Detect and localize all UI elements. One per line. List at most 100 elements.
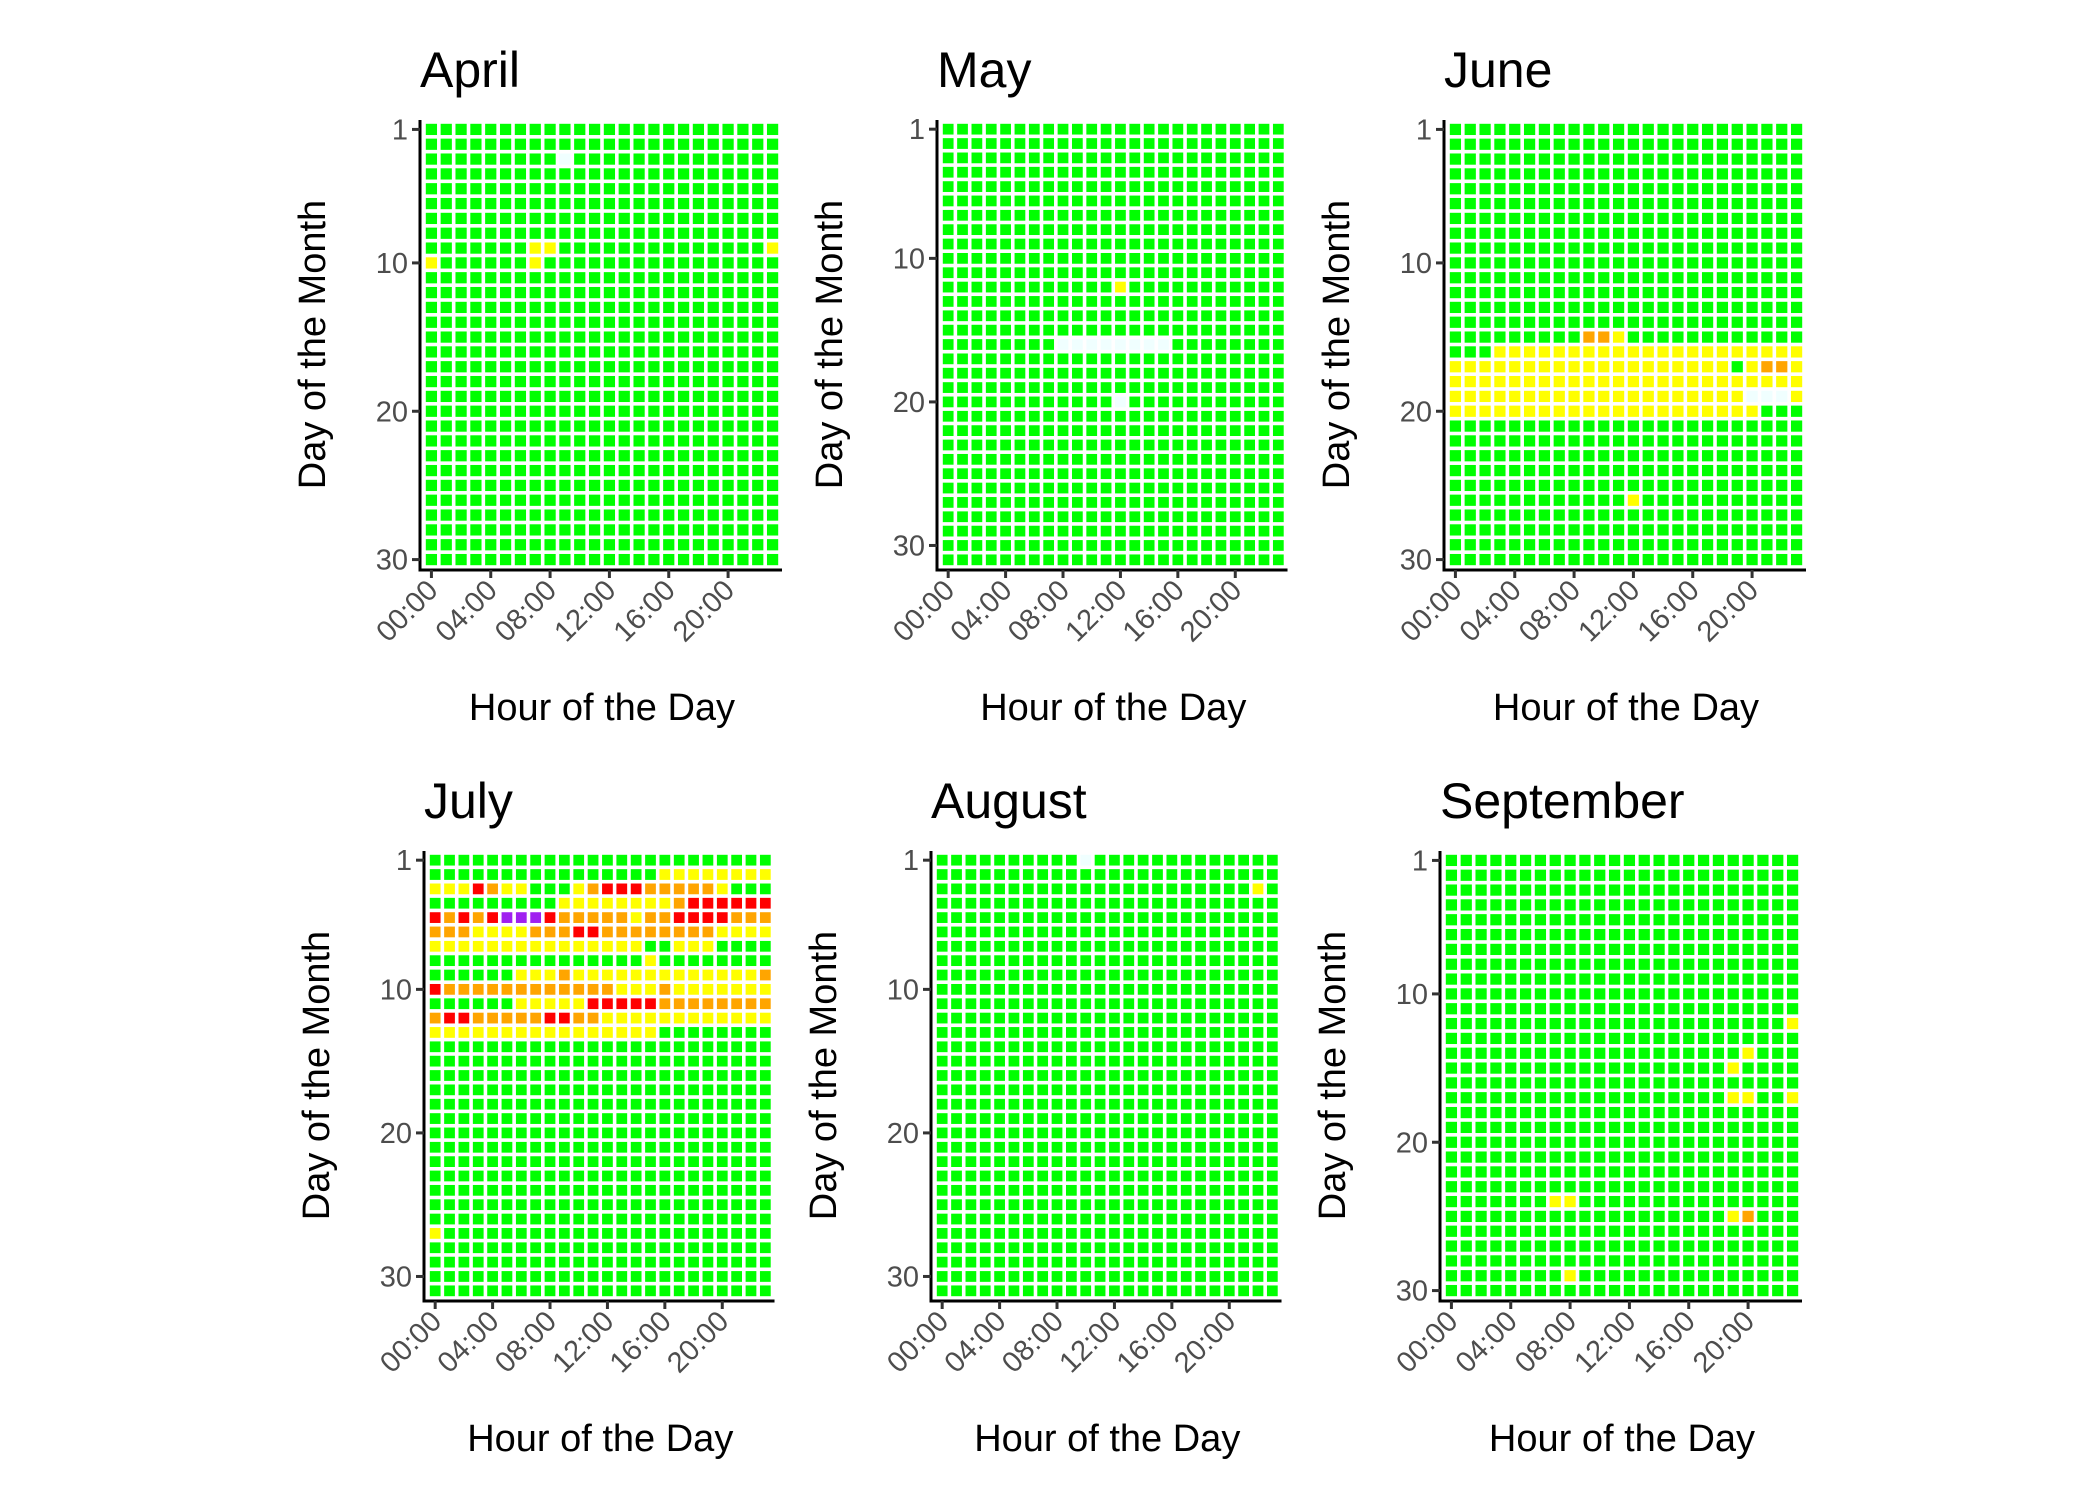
heatmap-tile bbox=[1000, 367, 1011, 379]
heatmap-tile bbox=[1201, 252, 1212, 264]
x-axis-title: Hour of the Day bbox=[974, 1418, 1240, 1460]
heatmap-tile bbox=[1137, 897, 1149, 909]
heatmap-tile bbox=[501, 1256, 513, 1268]
heatmap-tile bbox=[1772, 973, 1784, 985]
heatmap-tile bbox=[936, 1242, 948, 1254]
heatmap-tile bbox=[1594, 1270, 1606, 1282]
heatmap-tile bbox=[1742, 1240, 1754, 1252]
heatmap-tile bbox=[702, 1184, 714, 1196]
heatmap-tile bbox=[1598, 524, 1610, 536]
heatmap-tile bbox=[1553, 450, 1565, 462]
heatmap-tile bbox=[1201, 138, 1212, 149]
heatmap-tile bbox=[544, 1256, 556, 1268]
heatmap-tile bbox=[1195, 1141, 1206, 1153]
heatmap-tile bbox=[1172, 195, 1184, 207]
heatmap-tile bbox=[1772, 1032, 1784, 1045]
heatmap-tile bbox=[487, 1156, 498, 1167]
heatmap-tile bbox=[722, 524, 734, 536]
heatmap-tile bbox=[1123, 1213, 1135, 1225]
heatmap-tile bbox=[766, 346, 779, 358]
heatmap-tile bbox=[1564, 1032, 1576, 1045]
heatmap-tile bbox=[1716, 464, 1729, 477]
heatmap-tile bbox=[1668, 928, 1680, 941]
heatmap-tile bbox=[529, 405, 541, 417]
heatmap-tile bbox=[1043, 123, 1055, 135]
heatmap-tile bbox=[1100, 138, 1112, 149]
heatmap-tile bbox=[994, 883, 1005, 895]
heatmap-tile bbox=[1209, 969, 1221, 981]
heatmap-tile bbox=[603, 316, 616, 328]
heatmap-tile bbox=[440, 272, 452, 284]
heatmap-tile bbox=[1757, 928, 1769, 941]
heatmap-tile bbox=[1683, 1003, 1695, 1015]
heatmap-tile bbox=[752, 272, 764, 284]
heatmap-tile bbox=[1568, 420, 1580, 432]
heatmap-tile bbox=[487, 969, 498, 981]
heatmap-tile bbox=[618, 212, 630, 225]
heatmap-tile bbox=[1043, 339, 1055, 350]
heatmap-tile bbox=[444, 1055, 455, 1067]
heatmap-tile bbox=[1252, 1285, 1264, 1297]
heatmap-tile bbox=[1215, 554, 1227, 566]
heatmap-tile bbox=[559, 301, 571, 314]
heatmap-tile bbox=[487, 1228, 498, 1239]
heatmap-tile bbox=[1534, 1284, 1547, 1297]
heatmap-tile bbox=[1272, 138, 1284, 149]
heatmap-tile bbox=[1608, 1077, 1621, 1089]
heatmap-tile bbox=[752, 390, 764, 403]
heatmap-tile bbox=[1100, 540, 1112, 551]
heatmap-tile bbox=[1776, 390, 1788, 403]
heatmap-tile bbox=[722, 464, 734, 477]
heatmap-tile bbox=[1687, 168, 1699, 180]
heatmap-tile bbox=[558, 1055, 570, 1067]
heatmap-tile bbox=[455, 316, 467, 328]
heatmap-tile bbox=[645, 1199, 656, 1211]
heatmap-tile bbox=[544, 1228, 556, 1239]
heatmap-tile bbox=[759, 897, 771, 909]
heatmap-tile bbox=[514, 450, 527, 462]
heatmap-tile bbox=[616, 998, 628, 1010]
heatmap-tile bbox=[1115, 482, 1126, 494]
heatmap-tile bbox=[455, 168, 467, 180]
heatmap-tile bbox=[979, 1113, 991, 1124]
heatmap-tile bbox=[979, 940, 991, 952]
heatmap-tile bbox=[1701, 479, 1714, 492]
y-tick-label: 30 bbox=[1400, 545, 1432, 577]
heatmap-tile bbox=[688, 1127, 699, 1139]
heatmap-tile bbox=[1037, 1098, 1049, 1110]
heatmap-tile bbox=[1638, 1270, 1650, 1282]
heatmap-tile bbox=[648, 153, 660, 165]
heatmap-tile bbox=[440, 405, 452, 417]
heatmap-tile bbox=[1746, 138, 1758, 150]
heatmap-tile bbox=[1180, 1184, 1192, 1196]
heatmap-tile bbox=[1000, 267, 1011, 279]
heatmap-tile bbox=[1612, 479, 1625, 492]
heatmap-tile bbox=[1143, 410, 1155, 422]
heatmap-tile bbox=[1623, 1003, 1636, 1015]
heatmap-tile bbox=[1509, 227, 1521, 239]
heatmap-tile bbox=[659, 998, 671, 1010]
x-axis-title: Hour of the Day bbox=[1493, 687, 1759, 729]
heatmap-tile bbox=[707, 375, 719, 388]
heatmap-tile bbox=[618, 375, 630, 388]
heatmap-tile bbox=[630, 955, 642, 967]
heatmap-tile bbox=[1252, 998, 1264, 1010]
heatmap-tile bbox=[1519, 1003, 1532, 1015]
heatmap-tile bbox=[587, 1213, 599, 1225]
heatmap-tile bbox=[702, 1098, 714, 1110]
heatmap-tile bbox=[1100, 181, 1112, 192]
heatmap-tile bbox=[1672, 123, 1684, 136]
heatmap-tile bbox=[1598, 257, 1610, 269]
heatmap-tile bbox=[1051, 1213, 1063, 1225]
heatmap-tile bbox=[1464, 450, 1476, 462]
heatmap-tile bbox=[501, 983, 513, 995]
heatmap-tile bbox=[1549, 1166, 1561, 1178]
heatmap-tile bbox=[1627, 153, 1640, 165]
heatmap-tile bbox=[1057, 396, 1069, 408]
heatmap-tile bbox=[1460, 914, 1472, 926]
heatmap-tile bbox=[1129, 425, 1141, 436]
heatmap-tile bbox=[1143, 396, 1155, 408]
heatmap-tile bbox=[1172, 353, 1184, 365]
heatmap-tile bbox=[731, 940, 742, 952]
heatmap-tile bbox=[985, 152, 997, 164]
